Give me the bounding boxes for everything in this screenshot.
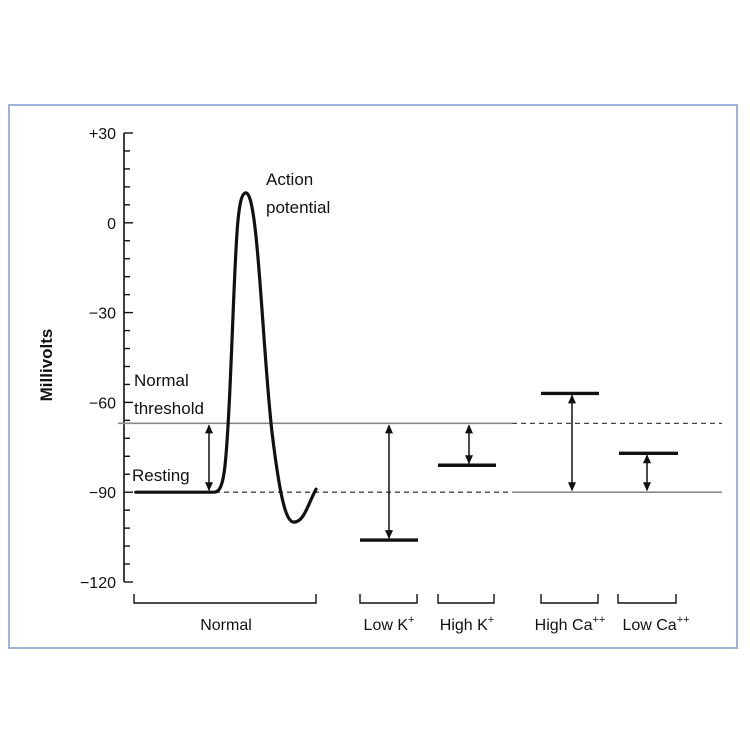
condition-label-superscript: + (408, 614, 414, 626)
condition-label: High K+ (440, 614, 494, 634)
arrow-head-down (465, 455, 473, 465)
condition-bracket (437, 594, 495, 604)
y-axis-label: Millivolts (37, 329, 56, 402)
y-tick-label: −60 (89, 395, 116, 412)
arrow-head-down (568, 482, 576, 492)
arrow-head-up (643, 454, 651, 464)
condition-gap-arrow (568, 394, 576, 492)
condition-group: Low K+ (359, 424, 418, 634)
condition-group: Low Ca++ (617, 451, 690, 634)
condition-label-superscript: + (488, 614, 494, 626)
condition-gap-arrow (643, 454, 651, 492)
action-potential-label-line2: potential (266, 198, 330, 217)
arrow-head-up (205, 424, 213, 434)
y-axis: +30 0 −30 −60 −90 −120 (80, 126, 133, 592)
condition-label: Normal (200, 617, 252, 634)
y-tick-label: +30 (89, 126, 116, 143)
y-tick-label: −90 (89, 485, 116, 502)
resting-label: Resting (132, 466, 190, 485)
arrow-head-down (643, 482, 651, 492)
arrow-head-down (205, 482, 213, 492)
chart-frame (8, 104, 738, 649)
condition-label-superscript: ++ (592, 614, 605, 626)
condition-bracket (133, 594, 317, 604)
annotations: Millivolts Action potential Normal thres… (37, 170, 330, 485)
condition-label-text: High Ca (535, 617, 593, 634)
action-potential-curve (134, 191, 318, 524)
condition-group: Normal (133, 594, 317, 634)
condition-group: High K+ (437, 424, 496, 634)
normal-threshold-arrow (205, 424, 213, 492)
condition-label-superscript: ++ (677, 614, 690, 626)
condition-gap-arrow (465, 424, 473, 465)
condition-label-text: Low K (364, 617, 409, 634)
condition-label: Low K+ (364, 614, 415, 634)
condition-label: Low Ca++ (622, 614, 689, 634)
condition-label-text: High K (440, 617, 488, 634)
condition-bracket (359, 594, 418, 604)
arrow-head-down (385, 530, 393, 540)
normal-threshold-label-line1: Normal (134, 371, 189, 390)
action-potential-label-line1: Action (266, 170, 313, 189)
condition-group: High Ca++ (535, 391, 606, 634)
condition-bracket (540, 594, 599, 604)
condition-bracket (617, 594, 677, 604)
condition-label: High Ca++ (535, 614, 606, 634)
y-tick-label: 0 (107, 216, 116, 233)
condition-label-text: Normal (200, 617, 252, 634)
y-tick-label: −120 (80, 575, 116, 592)
y-tick-label: −30 (89, 306, 116, 323)
normal-threshold-label-line2: threshold (134, 399, 204, 418)
arrow-head-up (385, 424, 393, 434)
condition-label-text: Low Ca (622, 617, 676, 634)
action-potential-trace (134, 191, 318, 524)
conditions: Normal Low K+ High K+ High Ca++ Low Ca++ (133, 391, 690, 634)
arrow-head-up (465, 424, 473, 434)
arrow-head-up (568, 394, 576, 404)
condition-gap-arrow (385, 424, 393, 540)
